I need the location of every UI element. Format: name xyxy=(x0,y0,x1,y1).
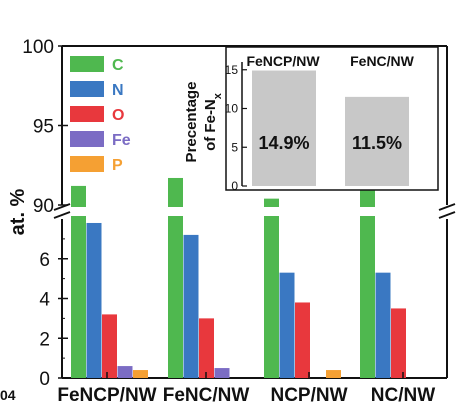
bar-p xyxy=(133,370,148,378)
axis-break-right xyxy=(438,203,456,219)
bar-fe xyxy=(214,368,230,378)
inset-bar xyxy=(345,96,409,186)
legend-label-n: N xyxy=(112,82,124,99)
x-category-label: NCP/NW xyxy=(270,385,347,406)
legend-swatch-c xyxy=(70,56,104,72)
bar-o xyxy=(199,318,214,378)
inset-bar xyxy=(252,70,316,186)
bar-p xyxy=(326,370,341,378)
y-tick-label: 4 xyxy=(39,290,50,311)
legend: CNO Fe P xyxy=(70,56,131,174)
y-tick-label: 90 xyxy=(33,196,54,217)
legend-swatch-n xyxy=(70,81,104,97)
y-tick-label: 2 xyxy=(39,329,50,350)
y-tick-label: 100 xyxy=(22,37,54,58)
legend-label-c: C xyxy=(112,57,124,74)
y-tick-label: 0 xyxy=(39,369,50,390)
y-tick-label: 6 xyxy=(39,250,50,271)
inset-value-label: 14.9% xyxy=(258,133,309,153)
inset-y-label-subscript: x xyxy=(212,92,224,99)
bar-o xyxy=(102,314,117,378)
inset-category-label: FeNCP/NW xyxy=(246,53,320,69)
y-ticks-group: 0 2 4 6 90 95 100 xyxy=(22,37,68,390)
bar-c-lower xyxy=(168,216,183,378)
bar-o xyxy=(391,308,406,378)
bar-n xyxy=(183,234,199,378)
bar-c-lower xyxy=(71,216,86,378)
bar-c-upper xyxy=(168,177,183,207)
bar-c-lower xyxy=(264,216,279,378)
inset-chart: 14.9% 11.5% 0 5 10 15 FeNCP/NW FeNC/NW Prece… xyxy=(183,46,439,193)
inset-y-label-line1: Precentage xyxy=(183,82,200,163)
bar-n xyxy=(375,272,391,378)
inset-bars-group: 14.9% 11.5% xyxy=(252,70,409,186)
x-category-label: FeNC/NW xyxy=(163,385,250,406)
bars-group xyxy=(71,177,406,378)
edge-fragment: 04 xyxy=(0,387,16,403)
bar-n xyxy=(86,222,102,378)
x-category-label: NC/NW xyxy=(371,385,435,406)
y-tick-label: 95 xyxy=(33,117,54,138)
bar-c-upper xyxy=(71,185,86,207)
inset-tick-label: 15 xyxy=(225,63,239,77)
bar-o xyxy=(295,302,310,378)
inset-value-label: 11.5% xyxy=(352,133,402,153)
x-categories-group: FeNCP/NW FeNC/NW NCP/NW NC/NW xyxy=(57,372,435,406)
legend-label-fe: Fe xyxy=(112,132,131,149)
legend-label-p: P xyxy=(112,157,123,174)
x-category-label: FeNCP/NW xyxy=(57,385,156,406)
inset-tick-label: 5 xyxy=(231,140,238,154)
inset-y-label-prefix: of Fe-N xyxy=(202,99,219,151)
bar-n xyxy=(279,272,295,378)
inset-tick-label: 0 xyxy=(231,179,238,193)
legend-swatch-fe xyxy=(70,131,104,147)
inset-y-label-line2: of Fe-Nx xyxy=(202,92,224,151)
bar-c-upper xyxy=(264,198,279,207)
inset-tick-label: 10 xyxy=(225,102,239,116)
legend-swatch-o xyxy=(70,106,104,122)
inset-category-label: FeNC/NW xyxy=(350,53,415,69)
bar-fe xyxy=(117,366,133,378)
legend-label-o: O xyxy=(112,107,124,124)
axis-break-left xyxy=(53,203,71,219)
legend-swatch-p xyxy=(70,156,104,172)
y-axis-label: at. % xyxy=(7,188,29,235)
bar-c-lower xyxy=(360,216,375,378)
inset-ticks-group: 0 5 10 15 xyxy=(225,63,247,193)
